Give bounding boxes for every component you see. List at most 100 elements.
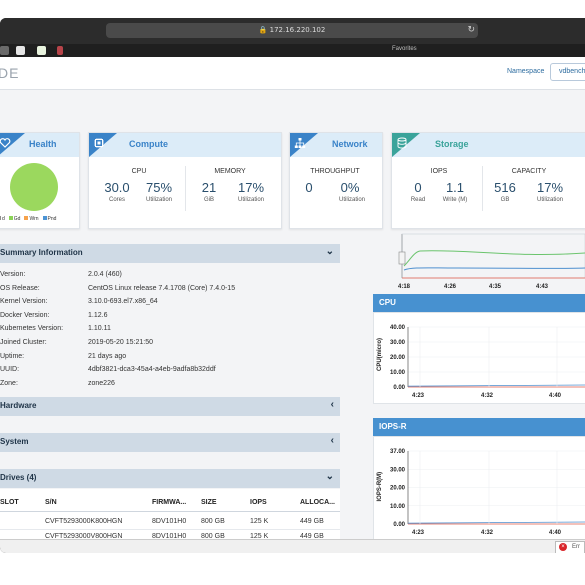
mem-util-value: 17%	[237, 180, 265, 195]
drives-section-header[interactable]: Drives (4) ⌄	[0, 469, 340, 488]
mem-util-unit: Utilization	[237, 197, 264, 203]
compute-card[interactable]: Compute CPU 30.0 Cores 75% Utilization M…	[88, 132, 282, 229]
summary-row: Kernel Version: 3.10.0-693.el7.x86_64	[0, 298, 340, 311]
table-cell: 125 K	[250, 518, 269, 525]
panel-title: IOPS-R	[379, 422, 407, 431]
network-icon	[294, 138, 306, 148]
y-tick-label: 20.00	[390, 486, 406, 492]
health-card[interactable]: Health d Gd Wrn Pnd	[0, 132, 80, 229]
cpu-label: CPU	[131, 168, 147, 175]
cpu-cores-unit: Cores	[108, 197, 125, 203]
cpu-util-unit: Utilization	[145, 197, 172, 203]
x-tick-label: 4:18	[398, 284, 411, 290]
table-header[interactable]: S/N	[45, 499, 57, 506]
chevron-down-icon[interactable]: ⌄	[325, 471, 334, 482]
legend-label: Wrn	[29, 216, 39, 222]
summary-key: Kubernetes Version:	[0, 325, 64, 333]
y-tick-label: 30.00	[390, 340, 406, 346]
summary-row: Zone: zone226	[0, 380, 340, 393]
legend-swatch	[42, 216, 47, 220]
legend-label: d	[2, 216, 5, 222]
capacity-gb-value: 516	[494, 180, 516, 195]
legend-label: Pnd	[47, 216, 57, 222]
card-title: Compute	[129, 139, 168, 149]
cpu-panel-header: CPU	[373, 294, 585, 312]
pie-slice-good	[10, 163, 58, 211]
favorite-icon[interactable]	[16, 46, 25, 55]
summary-section-header[interactable]: Summary Information ⌄	[0, 244, 340, 263]
y-axis-label: IOPS-R(M)	[377, 472, 383, 502]
summary-row: OS Release: CentOS Linux release 7.4.1708…	[0, 285, 340, 298]
card-title: Storage	[435, 139, 469, 149]
namespace-select[interactable]: vdbench	[550, 63, 585, 81]
table-header[interactable]: SLOT	[0, 499, 19, 506]
x-tick-label: 4:43	[536, 284, 549, 290]
capacity-gb-unit: GB	[500, 197, 510, 203]
summary-value: 3.10.0-693.el7.x86_64	[88, 298, 158, 306]
address-bar[interactable]: 🔒 172.16.220.102 ↻	[106, 23, 478, 38]
cpu-util-value: 75%	[145, 180, 173, 195]
summary-value: 1.10.11	[88, 325, 111, 333]
y-axis-label: CPU(micro)	[377, 338, 383, 371]
status-bar: × Err	[0, 539, 585, 553]
summary-value: 1.12.6	[88, 311, 108, 319]
throughput-label: THROUGHPUT	[310, 168, 360, 175]
table-cell: 8DV101H0	[152, 533, 187, 539]
summary-key: Uptime:	[0, 352, 25, 360]
section-title: Drives (4)	[0, 473, 37, 482]
summary-value: 4dbf3821-dca3-45a4-a4eb-9adfa8b32ddf	[88, 366, 216, 374]
table-cell: 449 GB	[300, 533, 324, 539]
y-tick-label: 40.00	[390, 325, 406, 331]
storage-card[interactable]: Storage IOPS 0 Read 1.1 Write (M) CAPACI…	[391, 132, 585, 229]
series-line	[407, 384, 585, 387]
summary-key: UUID:	[0, 366, 20, 374]
card-header: Health	[0, 133, 79, 157]
legend-swatch	[24, 216, 29, 220]
timeline-series-green	[403, 250, 585, 267]
reload-icon[interactable]: ↻	[467, 25, 475, 35]
x-tick-label: 4:40	[549, 393, 562, 399]
chevron-left-icon[interactable]: ‹	[330, 399, 334, 410]
favorite-icon[interactable]	[57, 46, 63, 55]
iops-panel: 37.00 30.00 20.00 10.00 0.00 4:23 4:32 4:40 IOPS…	[373, 436, 585, 539]
hardware-section-header[interactable]: Hardware ‹	[0, 397, 340, 416]
range-handle[interactable]	[398, 251, 406, 265]
network-card[interactable]: Network THROUGHPUT 0 0% Utilization	[289, 132, 383, 229]
iops-label: IOPS	[430, 168, 448, 175]
table-header[interactable]: IOPS	[250, 499, 267, 506]
table-cell: CVFT5293000V800HGN	[45, 533, 123, 539]
table-header[interactable]: SIZE	[201, 499, 217, 506]
summary-key: Version:	[0, 271, 26, 278]
summary-key: Zone:	[0, 379, 18, 387]
cpu-chart[interactable]: 40.00 30.00 20.00 10.00 0.00 4:23 4:32 4:40 CPU(…	[374, 313, 585, 403]
chevron-down-icon[interactable]: ⌄	[325, 246, 334, 257]
error-icon: ×	[559, 543, 567, 551]
timeline-chart[interactable]: 4:18 4:26 4:35 4:43	[396, 222, 585, 292]
app-header: DE Namespace vdbench	[0, 57, 585, 90]
capacity-util-unit: Utilization	[536, 197, 563, 203]
iops-read-value: 0	[414, 180, 422, 195]
summary-row: Kubernetes Version: 1.10.11	[0, 325, 340, 338]
network-util-unit: Utilization	[338, 197, 365, 203]
chevron-left-icon[interactable]: ‹	[330, 435, 334, 446]
card-header: Network	[290, 133, 382, 157]
throughput-value: 0	[305, 180, 313, 195]
card-header: Compute	[89, 133, 281, 157]
iops-chart[interactable]: 37.00 30.00 20.00 10.00 0.00 4:23 4:32 4:40 IOPS…	[374, 437, 585, 539]
card-title: Health	[29, 139, 57, 149]
system-section-header[interactable]: System ‹	[0, 433, 340, 452]
cpu-panel: 40.00 30.00 20.00 10.00 0.00 4:23 4:32 4:40 CPU(…	[373, 312, 585, 404]
favorite-icon[interactable]	[0, 46, 9, 55]
capacity-util-value: 17%	[536, 180, 564, 195]
x-tick-label: 4:40	[549, 530, 562, 536]
table-header[interactable]: FIRMWA...	[152, 499, 187, 506]
timeline-series-blue	[403, 267, 585, 271]
drives-table: SLOT S/N FIRMWA... SIZE IOPS ALLOCA... CVFT529…	[0, 489, 340, 539]
health-pie	[10, 163, 58, 211]
table-header[interactable]: ALLOCA...	[300, 499, 335, 506]
favorite-icon[interactable]	[37, 46, 46, 55]
address-text: 172.16.220.102	[269, 26, 326, 34]
x-tick-label: 4:32	[481, 393, 494, 399]
error-button[interactable]: × Err	[555, 541, 585, 553]
panel-title: CPU	[379, 298, 396, 307]
